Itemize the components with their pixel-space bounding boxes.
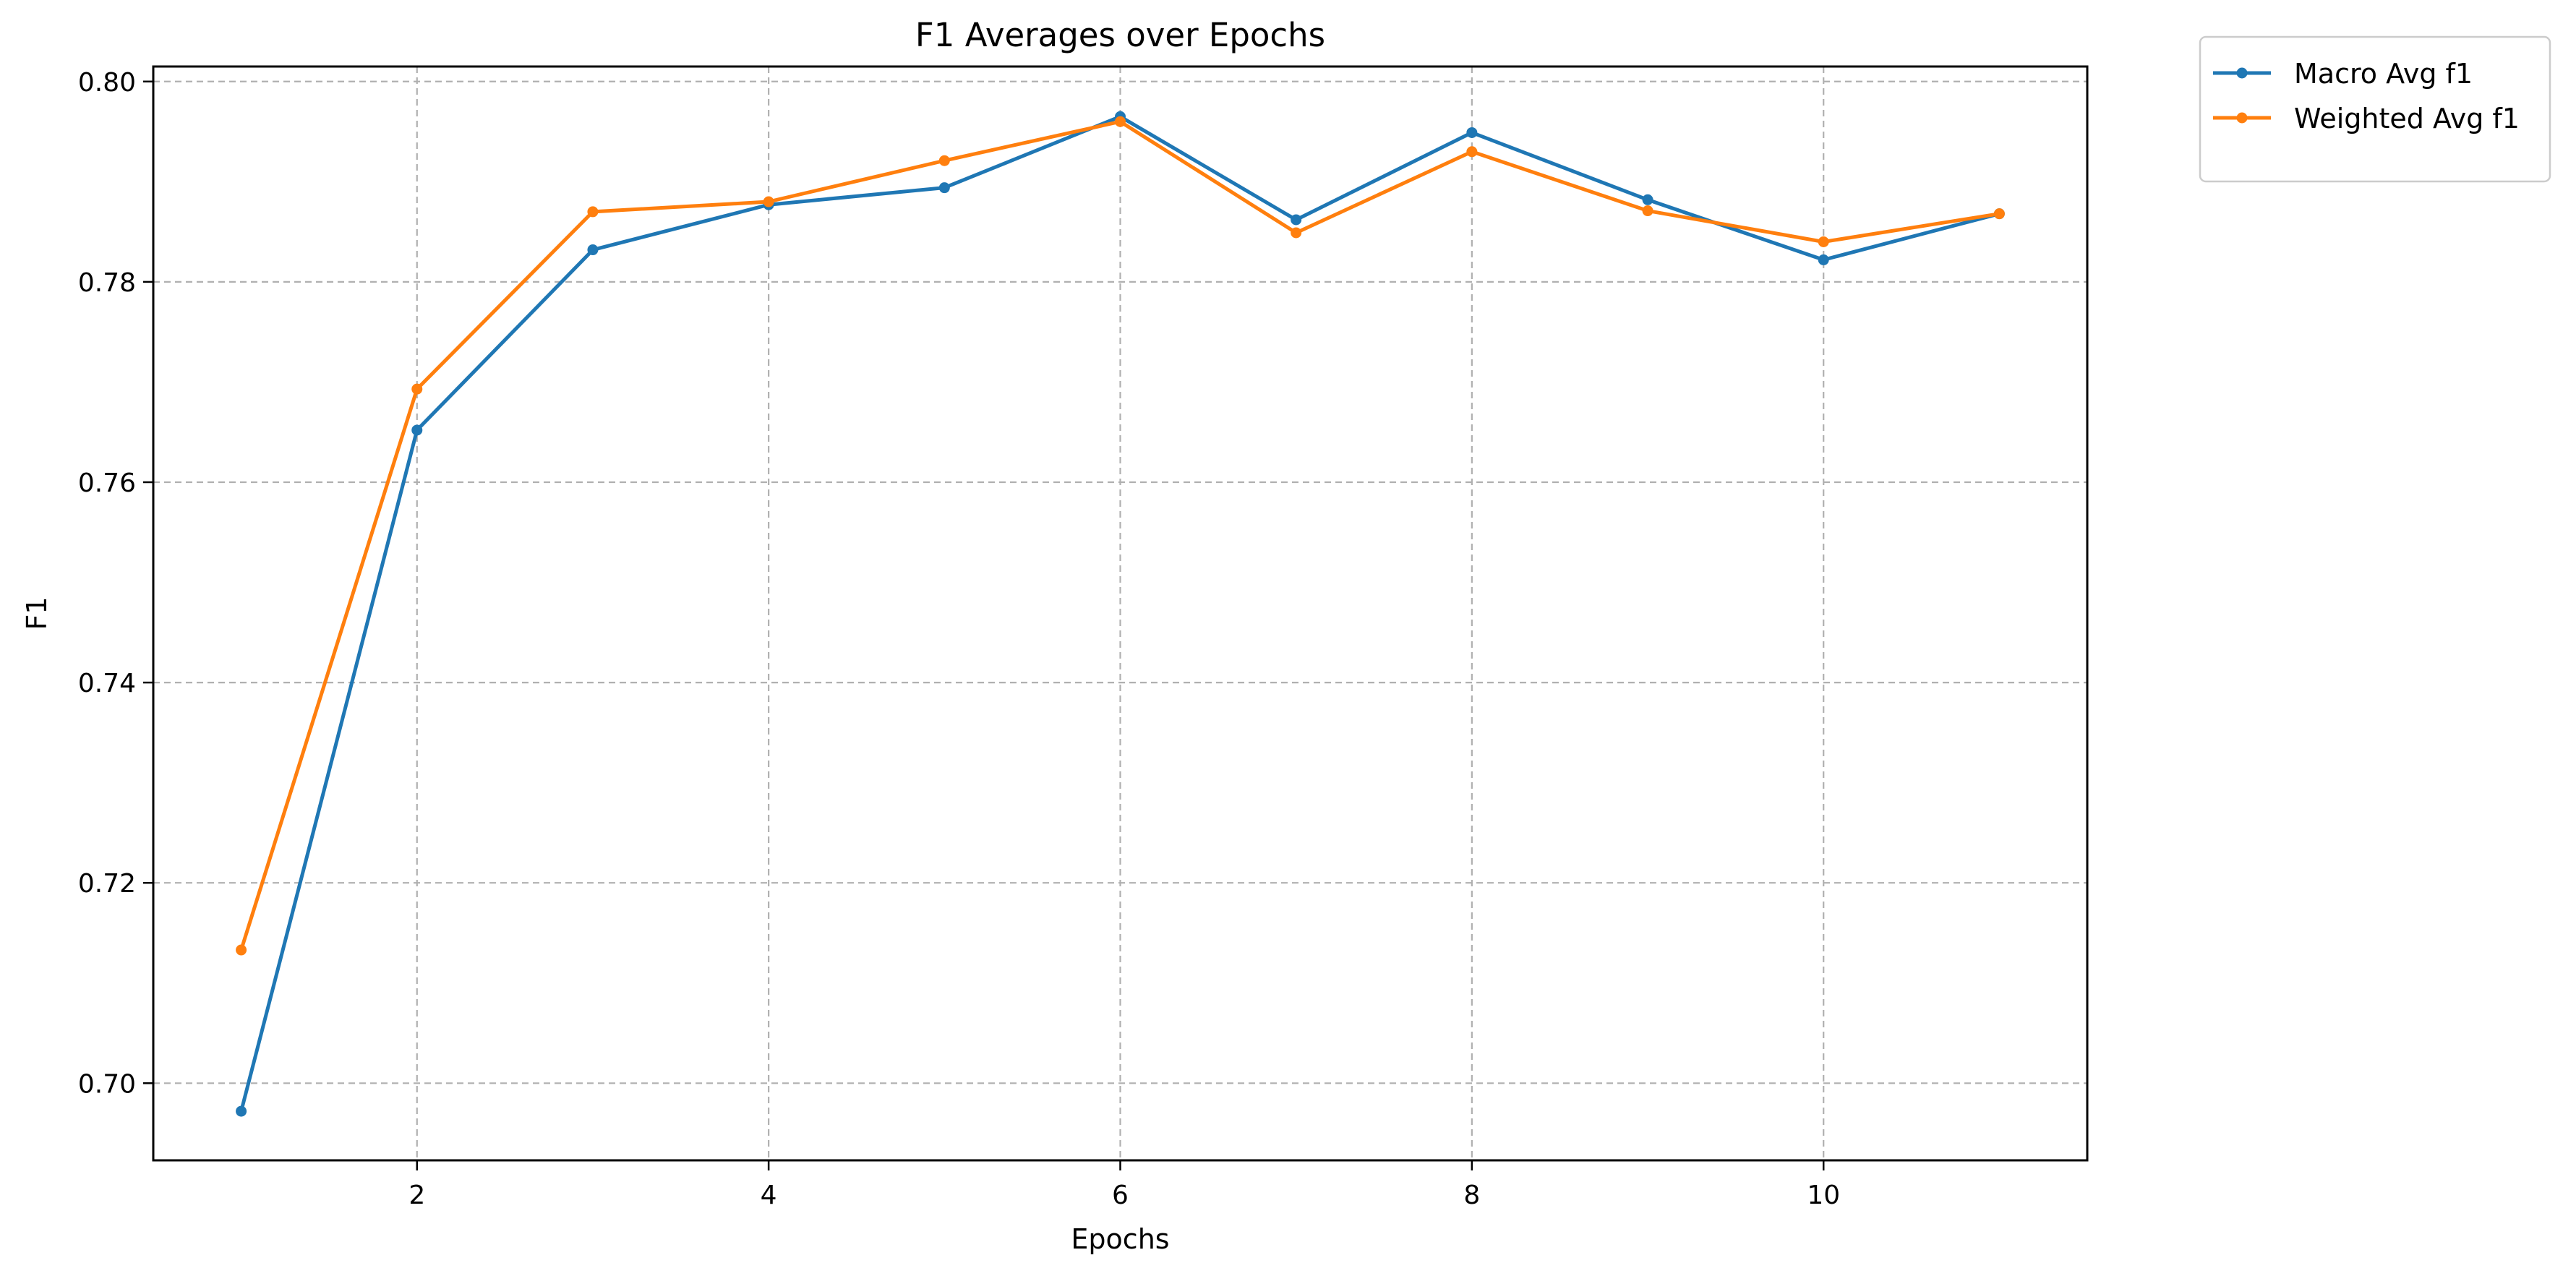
legend-swatch-marker xyxy=(2236,67,2248,79)
x-axis: 2 4 6 8 10 xyxy=(408,1160,1840,1210)
y-axis-label: F1 xyxy=(21,596,53,630)
series-weighted-avg-f1 xyxy=(236,116,2005,956)
data-point xyxy=(411,424,423,436)
data-point xyxy=(1818,236,1829,247)
data-point xyxy=(1993,208,2005,220)
data-point xyxy=(1291,214,1302,226)
data-point xyxy=(587,244,599,256)
data-point xyxy=(236,944,247,956)
chart-title: F1 Averages over Epochs xyxy=(915,16,1325,54)
data-point xyxy=(587,206,599,218)
data-point xyxy=(1642,205,1653,217)
y-tick-label: 0.76 xyxy=(78,468,136,498)
legend-label: Weighted Avg f1 xyxy=(2294,103,2520,134)
x-axis-label: Epochs xyxy=(1071,1223,1169,1255)
data-point xyxy=(1115,116,1126,127)
y-tick-label: 0.74 xyxy=(78,669,136,698)
data-point xyxy=(938,155,950,166)
data-point xyxy=(1466,127,1478,138)
data-point xyxy=(236,1105,247,1117)
data-point xyxy=(763,196,774,207)
series-layer xyxy=(236,111,2005,1117)
legend: Macro Avg f1 Weighted Avg f1 xyxy=(2199,35,2551,183)
data-point xyxy=(1642,194,1653,205)
x-tick-label: 8 xyxy=(1463,1181,1480,1210)
x-tick-label: 6 xyxy=(1112,1181,1129,1210)
y-tick-label: 0.70 xyxy=(78,1069,136,1099)
data-point xyxy=(1818,254,1829,265)
grid xyxy=(153,67,2087,1160)
y-tick-label: 0.80 xyxy=(78,68,136,98)
x-tick-label: 4 xyxy=(761,1181,777,1210)
legend-label: Macro Avg f1 xyxy=(2294,58,2473,90)
legend-box xyxy=(2199,35,2551,183)
data-point xyxy=(1291,227,1302,239)
x-tick-label: 2 xyxy=(408,1181,425,1210)
data-point xyxy=(938,182,950,194)
legend-swatch-marker xyxy=(2236,112,2248,124)
data-point xyxy=(1466,146,1478,158)
y-axis: 0.70 0.72 0.74 0.76 0.78 0.80 xyxy=(78,68,153,1099)
y-tick-label: 0.78 xyxy=(78,268,136,298)
y-tick-label: 0.72 xyxy=(78,869,136,899)
x-tick-label: 10 xyxy=(1807,1181,1840,1210)
data-point xyxy=(411,383,423,395)
